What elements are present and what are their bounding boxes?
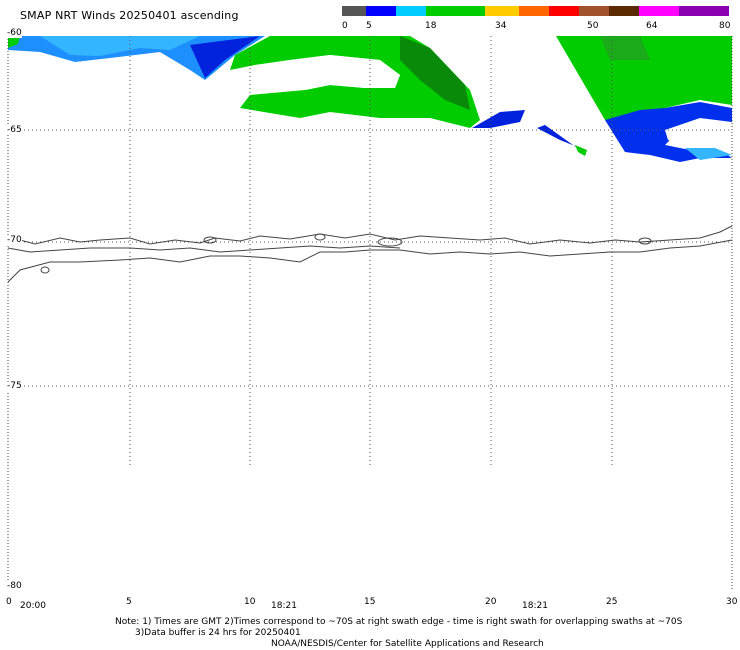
colorbar-segment: [396, 6, 426, 16]
lat-label-65: -65: [7, 125, 22, 135]
lat-label-70: -70: [7, 235, 22, 245]
footnote-line-1: Note: 1) Times are GMT 2)Times correspon…: [115, 617, 683, 627]
lat-label-80: -80: [7, 581, 22, 591]
map-title: SMAP NRT Winds 20250401 ascending: [20, 9, 239, 22]
coastline: [7, 225, 733, 283]
wind-speed-colorbar: [342, 6, 729, 16]
swath-darkblue-left: [190, 36, 260, 78]
colorbar-segment: [519, 6, 549, 16]
colorbar-segment: [366, 6, 396, 16]
colorbar-segment: [485, 6, 519, 16]
swath-blue-small: [537, 125, 587, 155]
credit-line: NOAA/NESDIS/Center for Satellite Applica…: [271, 639, 544, 649]
time-label-1: 20:00: [20, 601, 46, 611]
swath-cyan-left: [40, 36, 200, 56]
swath-darkgreen-center: [400, 36, 470, 110]
no-data-areas: [250, 55, 732, 150]
wind-swaths: [8, 36, 732, 162]
graticule: [8, 36, 732, 465]
colorbar-label-0: 0: [342, 21, 348, 31]
frame: [7, 36, 733, 590]
lon-label-10: 10: [244, 597, 256, 607]
time-label-3: 18:21: [522, 601, 548, 611]
colorbar-label-80: 80: [719, 21, 731, 31]
lon-label-15: 15: [364, 597, 376, 607]
colorbar-label-5: 5: [366, 21, 372, 31]
colorbar-segment: [426, 6, 485, 16]
lon-label-30: 30: [726, 597, 738, 607]
colorbar-segment: [609, 6, 639, 16]
colorbar-segment: [579, 6, 609, 16]
lon-label-5: 5: [126, 597, 132, 607]
lat-label-75: -75: [7, 381, 22, 391]
colorbar-segment: [342, 6, 366, 16]
time-label-2: 18:21: [271, 601, 297, 611]
swath-darkblue-center: [472, 110, 525, 128]
swath-darkgreen-right: [600, 36, 650, 60]
colorbar-segment: [679, 6, 729, 16]
lon-label-25: 25: [606, 597, 618, 607]
swath-green-right: [556, 36, 732, 120]
lon-label-0: 0: [6, 597, 12, 607]
swath-cyan-right: [685, 148, 732, 160]
lon-label-20: 20: [485, 597, 497, 607]
colorbar-segment: [549, 6, 579, 16]
colorbar-label-50: 50: [587, 21, 599, 31]
footnote: Note: 1) Times are GMT 2)Times correspon…: [115, 617, 682, 639]
lat-label-60: -60: [7, 28, 22, 38]
footnote-line-2: 3)Data buffer is 24 hrs for 20250401: [135, 628, 301, 638]
colorbar-label-18: 18: [425, 21, 437, 31]
colorbar-segment: [639, 6, 679, 16]
swath-green-small: [575, 145, 587, 156]
colorbar-label-64: 64: [646, 21, 658, 31]
swath-green-left-edge: [8, 36, 20, 48]
colorbar-label-34: 34: [495, 21, 507, 31]
